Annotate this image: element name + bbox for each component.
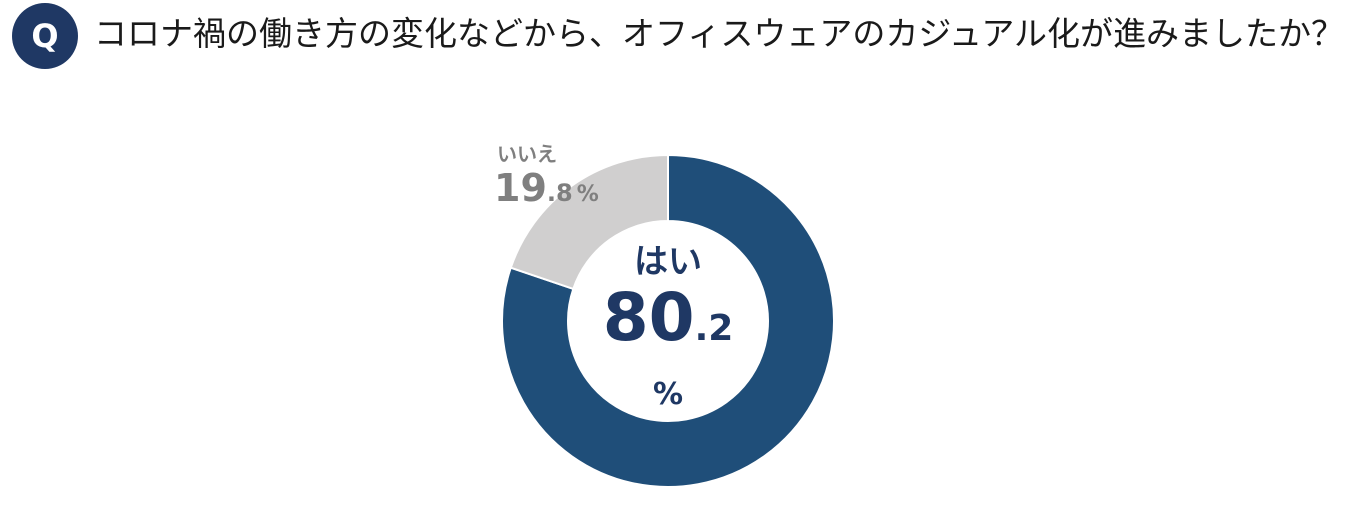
slice-label-yes-value: 80.2 — [568, 284, 768, 369]
slice-label-no-unit: % — [576, 182, 599, 207]
question-title: コロナ禍の働き方の変化などから、オフィスウェアのカジュアル化が進みましたか？ — [94, 14, 1345, 53]
donut-slice-yes — [501, 153, 835, 488]
slice-label-no-dec: .8 — [546, 179, 573, 207]
slice-label-no-value: 19.8% — [494, 166, 599, 210]
center-label: はい 80.2 % — [568, 240, 768, 417]
slice-label-no-int: 19 — [494, 166, 547, 210]
donut-slice-no — [509, 153, 669, 291]
slice-label-no-name: いいえ — [497, 142, 557, 166]
slice-label-yes-unit: % — [652, 377, 684, 412]
question-badge-icon: Q — [12, 3, 78, 69]
slice-label-yes-name: はい — [634, 242, 702, 282]
slice-label-yes-int: 80 — [602, 279, 695, 356]
slice-label-yes-dec: .2 — [694, 308, 734, 349]
